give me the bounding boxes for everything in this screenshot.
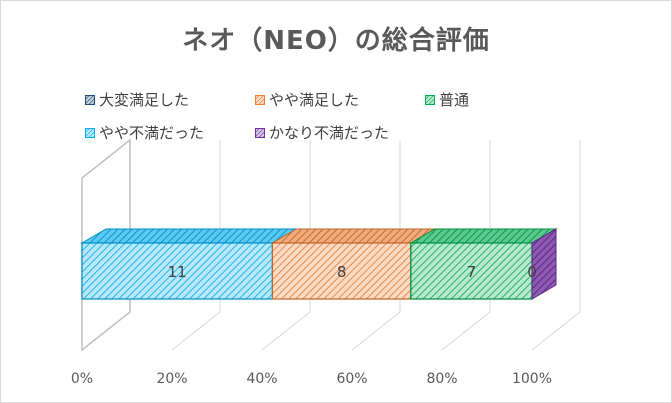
data-label: 8 <box>337 263 347 281</box>
data-label: 11 <box>168 263 187 281</box>
x-tick-label: 40% <box>246 371 277 387</box>
legend-item: やや満足した <box>255 89 359 110</box>
gridline <box>531 140 581 351</box>
legend-swatch <box>425 94 435 105</box>
chart-title: ネオ（NEO）の総合評価 <box>182 26 490 56</box>
gridline <box>351 140 401 351</box>
legend-swatch <box>255 127 265 138</box>
legend-label: やや不満だった <box>99 124 205 142</box>
legend-item: かなり不満だった <box>255 122 389 143</box>
data-label: 7 <box>467 263 477 281</box>
legend-label: やや満足した <box>269 91 360 109</box>
x-tick-label: 80% <box>426 371 457 387</box>
gridline <box>261 140 311 351</box>
bar-side <box>531 228 557 300</box>
x-tick-label: 0% <box>71 371 93 387</box>
legend-swatch <box>85 127 95 138</box>
legend-label: かなり不満だった <box>269 124 390 142</box>
bar-segment <box>410 242 533 300</box>
legend-swatch <box>85 94 95 105</box>
x-tick-label: 100% <box>512 371 552 387</box>
legend-item: やや不満だった <box>85 122 204 143</box>
bar-top <box>80 228 299 244</box>
legend-label: 大変満足した <box>99 91 190 109</box>
bar-top <box>408 228 558 244</box>
data-label: 0 <box>527 263 537 281</box>
legend-swatch <box>255 94 265 105</box>
x-tick-label: 60% <box>336 371 367 387</box>
gridline <box>441 140 491 351</box>
legend-item: 普通 <box>425 89 469 110</box>
bar-top <box>270 228 437 244</box>
gridline <box>171 140 221 351</box>
x-tick-label: 20% <box>156 371 187 387</box>
legend-label: 普通 <box>439 91 470 109</box>
side-wall <box>81 138 131 352</box>
legend-item: 大変満足した <box>85 89 189 110</box>
